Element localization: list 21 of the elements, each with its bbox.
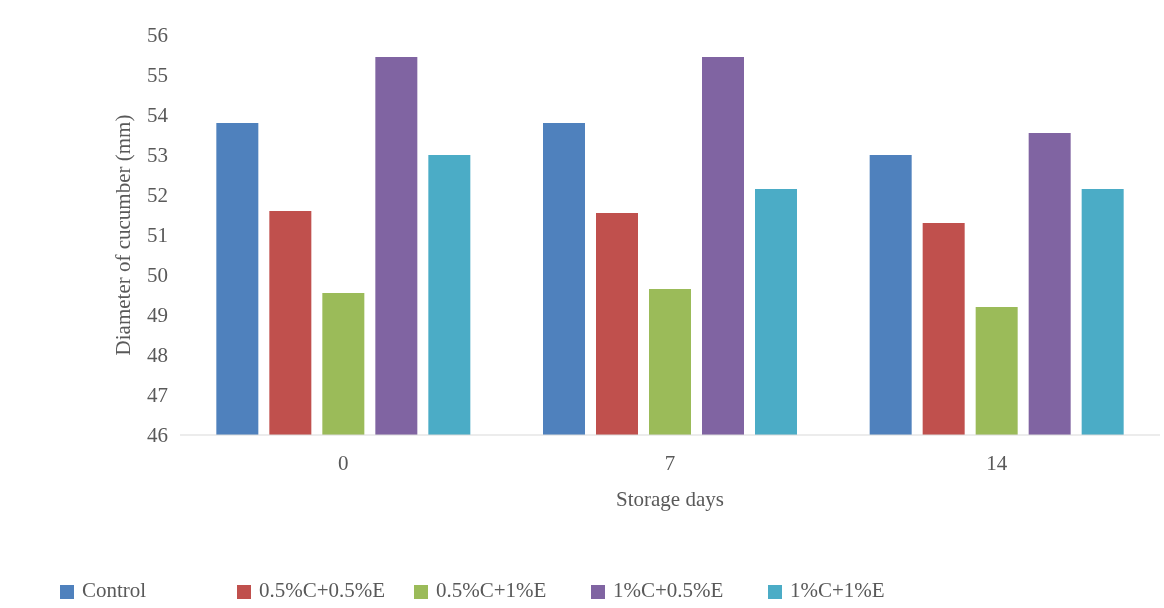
legend-label: 0.5%C+0.5%E: [259, 578, 386, 602]
y-tick-label: 50: [147, 263, 168, 288]
y-tick-label: 56: [147, 23, 168, 48]
y-tick-label: 55: [147, 63, 168, 88]
x-tick-label: 0: [338, 451, 349, 475]
y-tick-label: 48: [147, 343, 168, 368]
y-tick-label: 49: [147, 303, 168, 328]
y-tick-label: 47: [147, 383, 168, 408]
legend-label: 1%C+1%E: [790, 578, 885, 602]
y-tick-label: 51: [147, 223, 168, 248]
y-tick-label: 46: [147, 423, 168, 448]
legend-label: 1%C+0.5%E: [613, 578, 724, 602]
y-axis-title: Diameter of cucumber (mm): [111, 114, 135, 356]
x-tick-label: 7: [664, 451, 676, 475]
legend-label: 0.5%C+1%E: [436, 578, 547, 602]
y-tick-label: 52: [147, 183, 168, 208]
x-tick-label: 14: [986, 451, 1008, 475]
x-axis-title: Storage days: [616, 487, 724, 511]
y-tick-label: 53: [147, 143, 168, 168]
y-tick-label: 54: [147, 103, 169, 128]
legend-label: Control: [82, 578, 147, 602]
